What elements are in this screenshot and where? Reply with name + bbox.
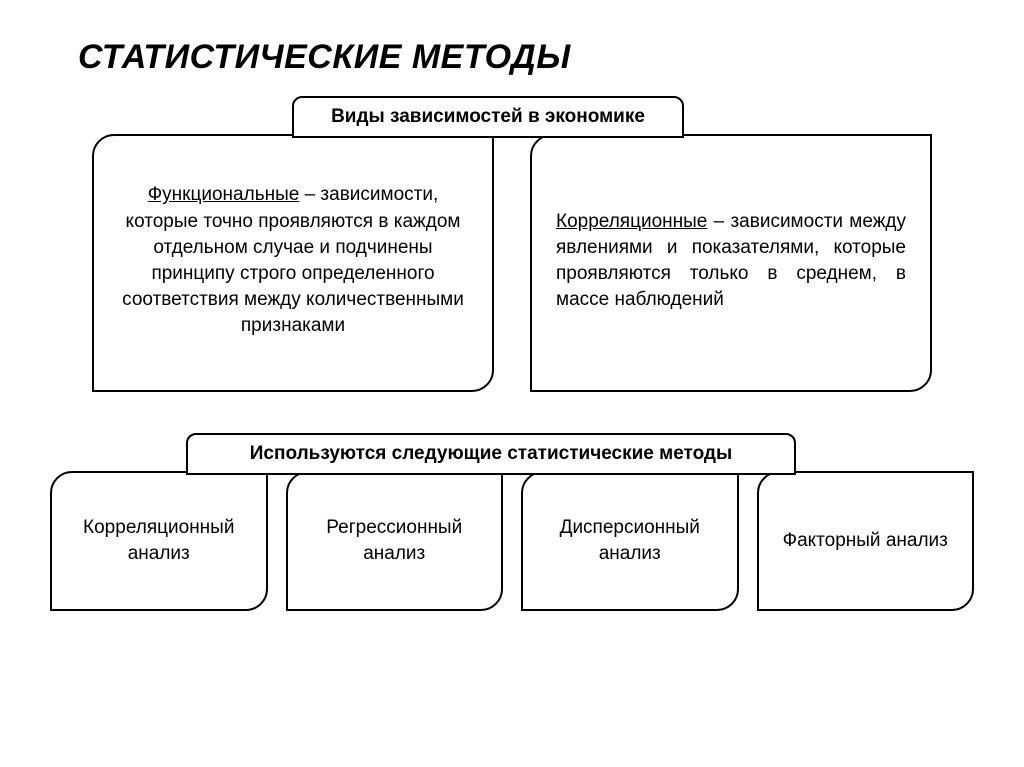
definition-correlational: Корреляционные – зависимости между явлен…: [530, 134, 932, 392]
definition-correlational-lead: Корреляционные: [556, 211, 707, 232]
section1-header: Виды зависимостей в экономике: [292, 96, 684, 138]
method-regression: Регрессионный анализ: [286, 471, 504, 611]
method-dispersion: Дисперсионный анализ: [521, 471, 739, 611]
section2-header: Используются следующие статистические ме…: [186, 433, 796, 475]
method-correlation: Корреляционный анализ: [50, 471, 268, 611]
methods-row: Корреляционный анализ Регрессионный анал…: [50, 471, 974, 611]
definition-functional-lead: Функциональные: [148, 184, 300, 205]
method-factor: Факторный анализ: [757, 471, 975, 611]
definition-functional: Функциональные – зависимости, которые то…: [92, 134, 494, 392]
page-title: СТАТИСТИЧЕСКИЕ МЕТОДЫ: [78, 38, 571, 77]
definition-functional-rest: – зависимости, которые точно проявляются…: [122, 184, 464, 336]
definitions-row: Функциональные – зависимости, которые то…: [92, 134, 932, 392]
